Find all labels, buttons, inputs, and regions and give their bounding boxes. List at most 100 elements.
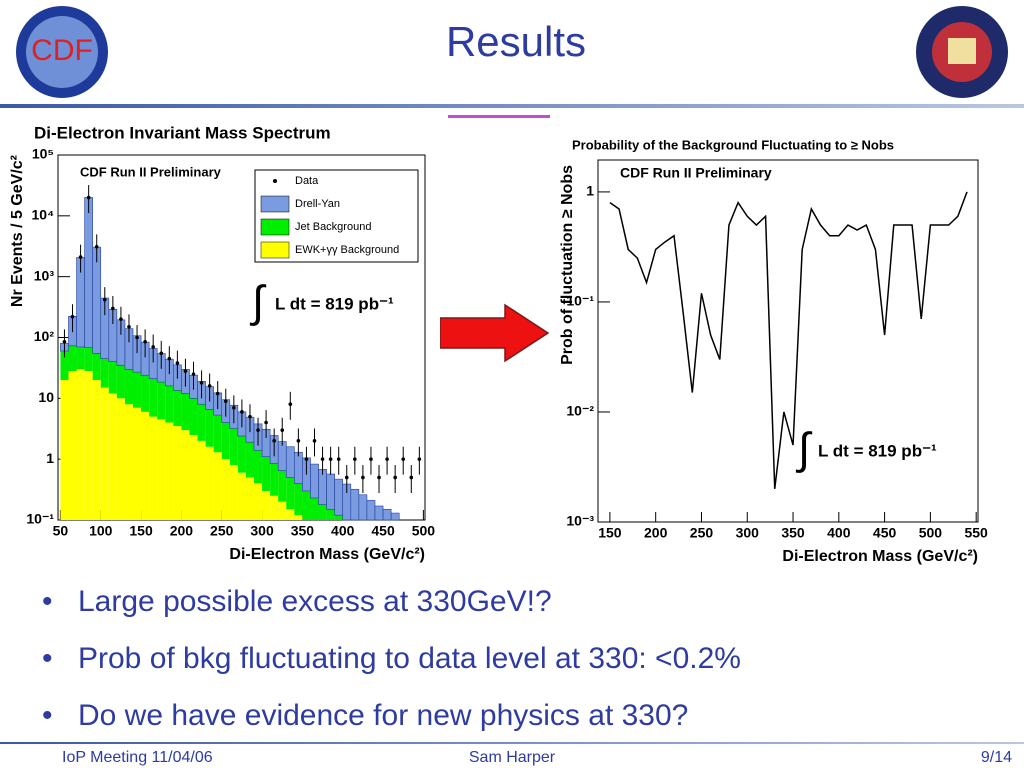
bullet-dot: • [42,585,53,618]
histogram-bar [68,371,77,520]
histogram-bar [84,347,93,372]
histogram-bar [318,504,327,520]
histogram-bar [149,378,158,417]
histogram-bar [270,495,279,520]
histogram-bar [245,477,255,520]
histogram-bar [278,501,287,520]
y-tick-label: 10⁻¹ [566,293,594,309]
annotation: CDF Run II Preliminary [620,165,772,181]
histogram-bar [157,382,166,420]
x-tick-label: 450 [873,525,897,541]
histogram-bar [374,505,384,521]
footer-left: IoP Meeting 11/04/06 [62,749,213,766]
histogram-bar [205,409,214,447]
histogram-bar [229,465,238,520]
histogram-bar [254,483,263,520]
histogram-bar [133,407,142,520]
histogram-bar [124,404,134,520]
histogram-bar [310,463,319,499]
histogram-bar [382,508,392,521]
x-tick-label: 400 [331,523,355,539]
luminosity: L dt = 819 pb⁻¹ [275,294,394,313]
legend-swatch [260,218,290,236]
histogram-bar [334,478,344,516]
bullet-dot: • [42,642,53,675]
bullet: Large possible excess at 330GeV!? [78,585,552,618]
x-tick-label: 200 [170,523,194,539]
histogram-bar [270,463,279,496]
legend-label: Jet Background [295,221,371,233]
histogram-bar [277,441,287,471]
legend-label: Drell-Yan [295,198,340,210]
footer-rule [0,742,1024,744]
header-rule [0,104,1024,108]
histogram-bar [76,346,85,370]
histogram-bar [92,246,102,354]
luminosity: L dt = 819 pb⁻¹ [818,441,937,460]
histogram-bar [286,509,295,520]
x-tick-label: 300 [250,523,274,539]
cdf-logo-inner [26,16,98,88]
histogram-bar [254,450,263,484]
histogram-bar [165,422,174,520]
histogram-bar [181,430,190,520]
histogram-bar [116,398,125,520]
histogram-bar [173,426,182,520]
histogram-bar [84,371,93,520]
histogram-bar [286,477,295,510]
histogram-bar [278,470,287,502]
histogram-bar [165,385,174,423]
histogram-bar [302,490,311,520]
x-tick-label: 400 [827,525,851,541]
x-tick-label: 500 [919,525,943,541]
y-tick-label: 10⁻² [566,403,594,419]
histogram-bar [285,446,295,478]
histogram-bar [141,375,150,412]
x-tick-label: 250 [690,525,714,541]
histogram-bar [213,452,222,520]
x-tick-label: 50 [53,523,69,539]
histogram-bar [294,483,303,516]
histogram-bar [294,515,303,520]
histogram-bar [334,515,343,520]
histogram-bar [189,398,198,435]
histogram-bar [189,434,198,520]
histogram-bar [84,197,93,348]
legend-label: Data [295,175,319,187]
y-axis-label: Nr Events / 5 GeV/c² [9,155,26,307]
y-tick-label: 10³ [34,267,55,283]
histogram-bar [173,390,182,427]
histogram-bar [100,387,109,520]
histogram-bar [197,440,206,520]
histogram-bar [149,416,158,520]
histogram-bar [133,372,142,408]
y-tick-label: 10² [34,328,55,344]
histogram-bar [92,380,101,520]
x-axis-label: Di-Electron Mass (GeV/c²) [782,548,978,565]
y-tick-label: 10⁻¹ [26,511,54,527]
legend-label: EWK+γγ Background [295,244,399,256]
histogram-bar [326,509,335,520]
x-tick-label: 550 [964,525,988,541]
histogram-bar [108,361,117,394]
bullet-dot: • [42,699,53,732]
y-tick-label: 1 [586,183,594,199]
histogram-bar [390,512,400,521]
histogram-bar [262,456,271,491]
y-tick-label: 10⁻³ [566,513,594,529]
histogram-bar [294,451,303,484]
y-tick-label: 10⁵ [32,146,54,162]
histogram-bar [310,497,319,520]
histogram-bar [229,428,238,466]
legend-swatch [260,195,290,213]
histogram-bar [92,353,101,381]
histogram-bar [108,393,117,520]
histogram-bar [76,369,85,520]
oxford-logo-book [948,38,976,64]
x-tick-label: 250 [210,523,234,539]
histogram-bar [326,473,335,510]
x-tick-label: 350 [781,525,805,541]
x-axis-label: Di-Electron Mass (GeV/c²) [229,546,425,563]
integral-sign: ∫ [795,425,813,474]
